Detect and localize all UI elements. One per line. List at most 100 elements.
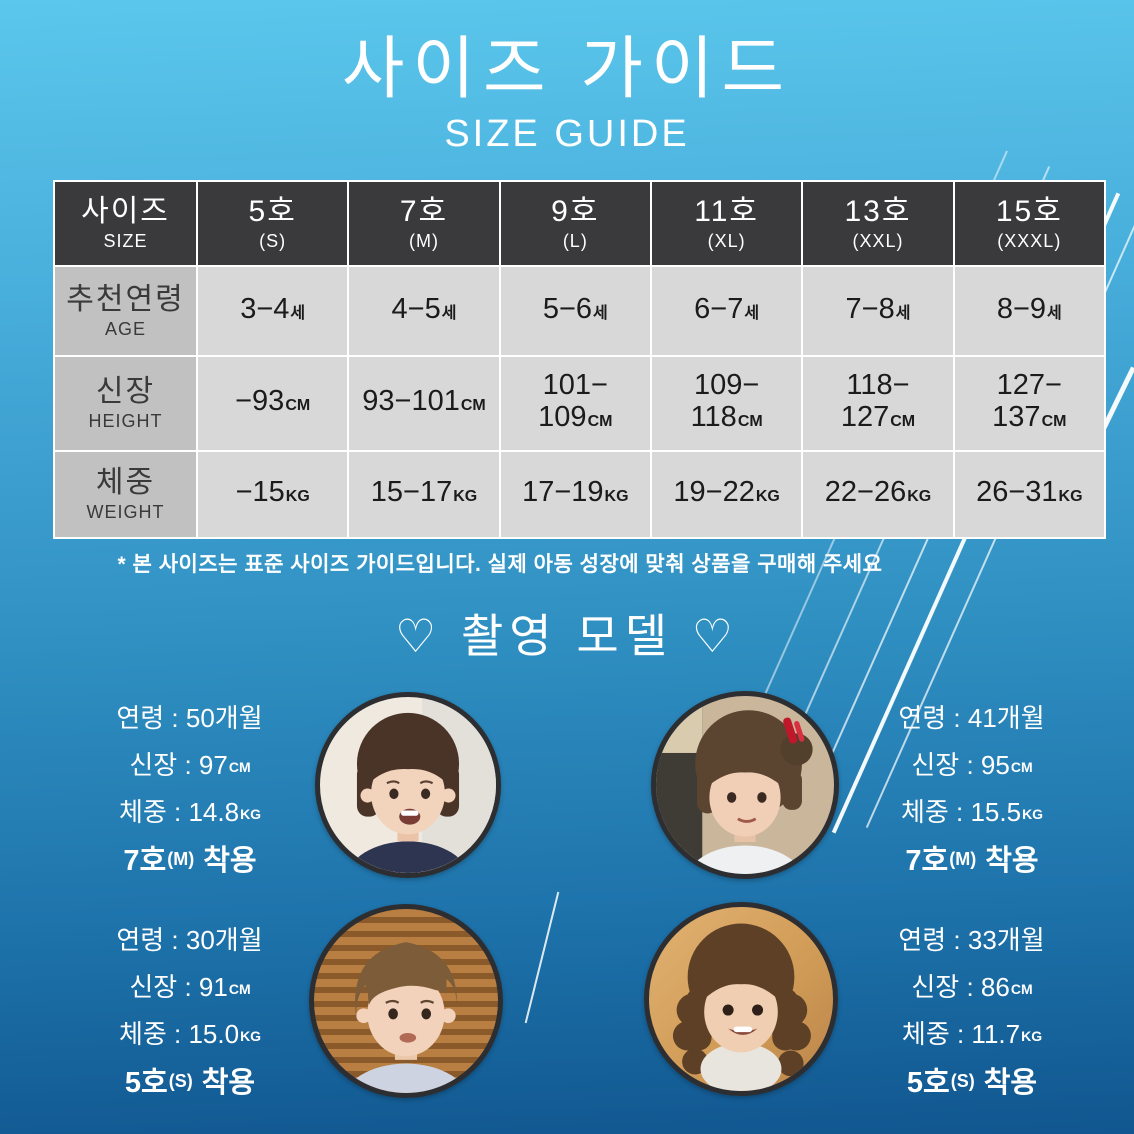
cell-unit: KG (285, 488, 310, 505)
header-cell: 5호 (S) (195, 180, 350, 267)
table-cell: 101− 109CM (498, 355, 652, 452)
table-row-weight: 체중 WEIGHT −15KG 15−17KG 17−19KG 19−22KG … (53, 450, 1107, 539)
stat-text: 연령 : 30개월 (116, 925, 263, 955)
model-photo-4 (644, 902, 838, 1096)
size-table: 사이즈 SIZE 5호 (S) 7호 (M) 9호 (L) 11호 (XL) 13호 (X… (53, 180, 1107, 539)
cell-value: −15 (235, 476, 285, 508)
cell-value: −93 (235, 385, 285, 417)
cell-unit: KG (907, 488, 932, 505)
stat-unit: KG (240, 805, 262, 822)
stat-age: 연령 : 41개월 (872, 693, 1072, 740)
col-size: 9호 (551, 195, 600, 228)
table-row-height: 신장 HEIGHT −93CM 93−101CM 101− 109CM 109−… (53, 355, 1107, 452)
table-cell: 19−22KG (649, 450, 804, 539)
stat-wear: 착용 (983, 1066, 1038, 1099)
stat-text: 체중 : 15.5 (900, 797, 1022, 827)
stat-age: 연령 : 33개월 (872, 915, 1072, 962)
header-cell: 15호 (XXXL) (952, 180, 1107, 267)
table-cell: −93CM (195, 355, 350, 452)
model-photo-image (672, 923, 811, 1091)
stat-text: 연령 : 41개월 (898, 703, 1045, 733)
page-title: 사이즈 가이드 (341, 31, 793, 107)
stat-fit: (M) (167, 849, 195, 869)
row-sublabel: WEIGHT (86, 502, 165, 522)
stat-height: 신장 : 86 CM (872, 962, 1072, 1009)
col-size: 11호 (694, 195, 760, 228)
header-cell: 7호 (M) (347, 180, 501, 267)
stat-size-worn: 7호 (M) 착용 (872, 834, 1072, 881)
table-cell: 4−5세 (347, 265, 501, 357)
cell-value: 127− 137 (992, 369, 1062, 433)
header-cell: 11호 (XL) (649, 180, 804, 267)
stat-text: 신장 : 97 (129, 750, 228, 780)
stat-wear: 착용 (203, 844, 257, 877)
stat-size-worn: 7호 (M) 착용 (90, 834, 290, 881)
row-label: 체중 (95, 466, 156, 499)
stat-unit: CM (1010, 758, 1033, 775)
header-sublabel: SIZE (103, 231, 148, 251)
cell-unit: KG (453, 488, 478, 505)
row-sublabel: HEIGHT (88, 411, 163, 431)
table-cell: 109− 118CM (649, 355, 804, 452)
stat-unit: KG (1022, 805, 1044, 822)
stat-weight: 체중 : 11.7 KG (872, 1009, 1072, 1056)
stat-text: 신장 : 86 (911, 972, 1010, 1002)
row-sublabel: AGE (104, 318, 146, 339)
model-stats-1: 연령 : 50개월 신장 : 97 CM 체중 : 14.8 KG 7호 (M) 착용 (90, 693, 290, 881)
diagonal-line (524, 891, 560, 1024)
cell-value: 118− 127 (840, 369, 910, 433)
col-fit: (XXL) (852, 231, 904, 251)
model-stats-3: 연령 : 30개월 신장 : 91 CM 체중 : 15.0 KG 5호 (S) 착용 (90, 915, 290, 1103)
cell-value: 26−31 (976, 476, 1058, 508)
row-label: 추천연령 (66, 282, 185, 316)
stat-text: 체중 : 15.0 (118, 1019, 240, 1049)
stat-size: 7호 (905, 844, 949, 877)
cell-value: 17−19 (522, 476, 604, 508)
stat-fit: (S) (950, 1071, 975, 1091)
col-size: 5호 (248, 195, 297, 228)
stat-weight: 체중 : 15.5 KG (872, 787, 1072, 834)
model-photo-image (344, 942, 468, 1093)
model-photo-2 (651, 691, 839, 879)
stat-unit: KG (1021, 1027, 1043, 1044)
header-cell-size: 사이즈 SIZE (53, 180, 198, 267)
cell-value: 4−5 (391, 292, 441, 325)
model-photo-image (347, 697, 496, 873)
row-label-weight: 체중 WEIGHT (53, 450, 198, 539)
table-cell: 22−26KG (801, 450, 955, 539)
col-size: 7호 (399, 195, 449, 228)
stat-text: 신장 : 91 (129, 972, 228, 1002)
table-header-row: 사이즈 SIZE 5호 (S) 7호 (M) 9호 (L) 11호 (XL) 13호 (X… (53, 180, 1107, 267)
cell-unit: 세 (744, 304, 760, 322)
stat-unit: CM (228, 980, 251, 997)
header-cell: 13호 (XXL) (801, 180, 955, 267)
stat-height: 신장 : 95 CM (872, 740, 1072, 787)
stat-unit: CM (1010, 980, 1033, 997)
model-photo-1 (315, 692, 501, 878)
cell-unit: 세 (593, 304, 608, 322)
cell-value: 3−4 (240, 292, 290, 325)
cell-unit: 세 (1047, 304, 1062, 322)
stat-text: 연령 : 33개월 (898, 925, 1045, 955)
row-label-height: 신장 HEIGHT (53, 355, 198, 452)
cell-value: 7−8 (845, 292, 895, 325)
stat-age: 연령 : 30개월 (90, 915, 290, 962)
table-cell: 5−6세 (498, 265, 652, 357)
stat-size: 5호 (124, 1066, 168, 1099)
stat-size-worn: 5호 (S) 착용 (90, 1056, 290, 1103)
model-stats-4: 연령 : 33개월 신장 : 86 CM 체중 : 11.7 KG 5호 (S) 착용 (872, 915, 1072, 1103)
header-cell: 9호 (L) (498, 180, 652, 267)
table-cell: 118− 127CM (801, 355, 955, 452)
cell-value: 101− 109 (538, 369, 608, 433)
row-label: 신장 (95, 375, 156, 408)
stat-age: 연령 : 50개월 (90, 693, 290, 740)
stat-height: 신장 : 97 CM (90, 740, 290, 787)
stat-text: 신장 : 95 (911, 750, 1010, 780)
stat-unit: KG (240, 1027, 262, 1044)
col-fit: (XXXL) (997, 231, 1062, 251)
table-cell: 17−19KG (498, 450, 652, 539)
stat-weight: 체중 : 15.0 KG (90, 1009, 290, 1056)
cell-unit: CM (285, 397, 311, 414)
cell-unit: KG (604, 488, 629, 505)
